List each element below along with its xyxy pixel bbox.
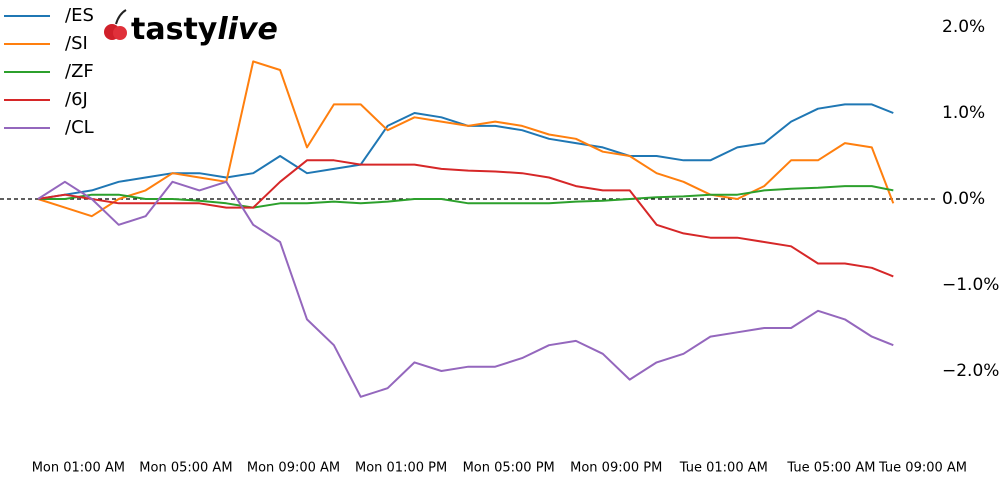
x-tick-label: Mon 09:00 PM [570, 461, 662, 476]
x-tick-label: Mon 01:00 AM [32, 461, 125, 476]
series-line [37, 159, 894, 278]
logo-word: tasty [131, 12, 218, 47]
legend-label: /CL [65, 117, 94, 138]
x-tick-label: Tue 01:00 AM [679, 461, 768, 476]
legend-label: /ZF [65, 61, 94, 82]
y-tick-label: 0.0% [942, 189, 985, 209]
x-tick-label: Mon 09:00 AM [247, 461, 340, 476]
logo-word: live [217, 12, 277, 47]
x-tick-label: Mon 05:00 PM [463, 461, 555, 476]
x-tick-label: Mon 01:00 PM [355, 461, 447, 476]
logo-stem [115, 9, 127, 25]
legend-label: /6J [65, 89, 88, 110]
logo-text: tastylive [131, 12, 278, 47]
y-tick-label: 2.0% [942, 17, 985, 37]
y-tick-label: −2.0% [942, 361, 999, 381]
series-line [38, 185, 894, 209]
y-tick-label: 1.0% [942, 103, 985, 123]
logo-cherry [113, 26, 127, 40]
x-tick-label: Tue 09:00 AM [878, 461, 967, 476]
logo: tastylive [104, 9, 278, 47]
legend-label: /ES [65, 5, 94, 26]
y-tick-label: −1.0% [942, 275, 999, 295]
legend-label: /SI [65, 33, 88, 54]
x-tick-label: Tue 05:00 AM [786, 461, 875, 476]
series-line [37, 60, 895, 218]
series-line [37, 180, 894, 398]
x-tick-label: Mon 05:00 AM [139, 461, 232, 476]
